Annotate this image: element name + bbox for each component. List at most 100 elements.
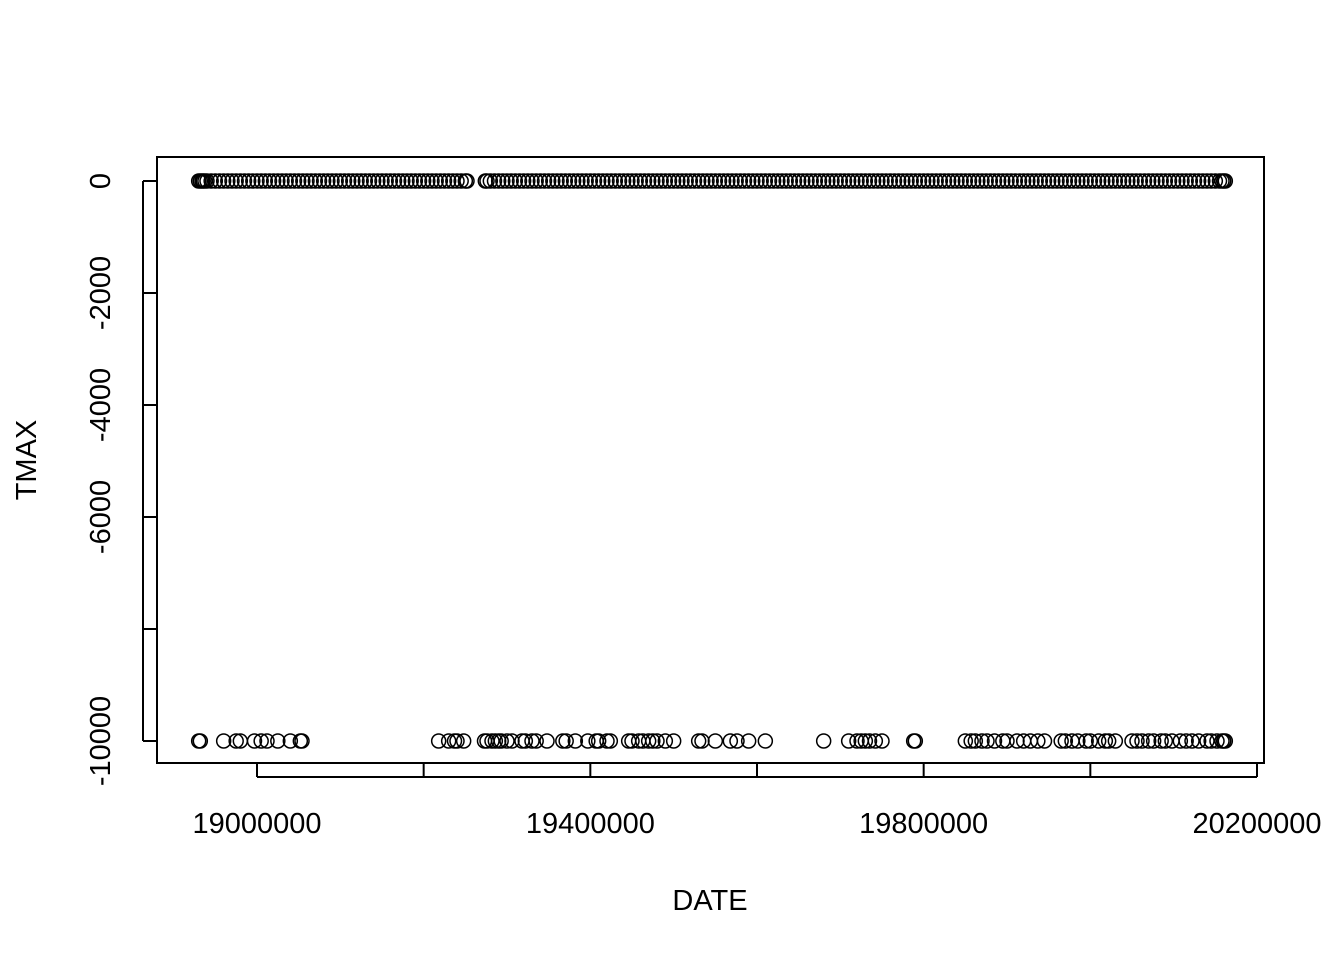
data-point	[479, 173, 495, 189]
data-point	[607, 173, 624, 189]
data-point	[807, 173, 824, 189]
data-point	[620, 173, 636, 189]
data-point	[815, 733, 832, 749]
data-point	[707, 733, 724, 749]
data-point	[1032, 173, 1049, 189]
data-point	[711, 173, 728, 189]
data-point	[963, 733, 979, 749]
data-point	[1195, 173, 1211, 189]
data-point	[1178, 173, 1194, 189]
data-point	[890, 173, 907, 189]
data-point	[1157, 733, 1174, 749]
data-point	[1132, 173, 1149, 189]
data-point	[728, 173, 744, 189]
data-point	[328, 173, 344, 189]
data-point	[703, 173, 719, 189]
data-point	[558, 733, 574, 749]
data-point	[1140, 173, 1157, 189]
data-point	[920, 173, 936, 189]
data-point	[979, 733, 995, 749]
data-point	[274, 173, 290, 189]
data-point	[753, 173, 769, 189]
data-point	[932, 173, 949, 189]
data-point	[899, 173, 915, 189]
data-point	[603, 173, 619, 189]
data-point	[1028, 173, 1044, 189]
data-point	[484, 733, 500, 749]
data-point	[628, 173, 644, 189]
data-point	[615, 173, 632, 189]
data-point	[940, 173, 957, 189]
data-point	[1082, 733, 1099, 749]
data-point	[690, 733, 707, 749]
data-point	[1190, 733, 1207, 749]
data-point	[1149, 173, 1165, 189]
data-point	[911, 173, 928, 189]
data-point	[432, 173, 449, 189]
data-point	[515, 173, 532, 189]
data-point	[590, 173, 607, 189]
data-point	[1024, 173, 1040, 189]
data-point	[311, 173, 328, 189]
data-point	[722, 733, 739, 749]
data-point	[636, 173, 653, 189]
y-tick-label: -10000	[85, 696, 117, 786]
data-point	[228, 733, 244, 749]
data-point	[539, 733, 555, 749]
data-point	[765, 173, 782, 189]
data-point	[903, 173, 919, 189]
data-point	[1217, 733, 1234, 749]
data-point	[649, 733, 665, 749]
data-point	[990, 173, 1007, 189]
data-point	[324, 173, 340, 189]
data-point	[1057, 173, 1074, 189]
data-point	[487, 733, 504, 749]
data-point	[999, 173, 1015, 189]
data-point	[970, 173, 986, 189]
data-point	[1045, 173, 1061, 189]
x-tick-label: 19800000	[859, 808, 988, 840]
data-point	[1140, 733, 1157, 749]
data-point	[1124, 173, 1140, 189]
data-point	[440, 173, 457, 189]
data-point	[449, 733, 465, 749]
data-point	[1099, 173, 1115, 189]
data-point	[382, 173, 399, 189]
data-point	[924, 173, 940, 189]
data-point	[1190, 173, 1207, 189]
data-point	[528, 173, 544, 189]
data-point	[645, 173, 661, 189]
data-point	[265, 173, 282, 189]
data-point	[567, 733, 584, 749]
x-tick-label: 19400000	[526, 808, 655, 840]
data-point	[736, 173, 753, 189]
data-point	[720, 173, 736, 189]
data-point	[270, 173, 286, 189]
data-point	[624, 173, 640, 189]
data-point	[540, 173, 557, 189]
data-point	[874, 173, 890, 189]
data-point	[799, 173, 815, 189]
data-point	[1078, 733, 1094, 749]
data-point	[590, 733, 607, 749]
data-points	[190, 173, 1234, 749]
data-point	[192, 733, 209, 749]
data-point	[1015, 173, 1032, 189]
data-point	[1153, 733, 1169, 749]
data-point	[1186, 173, 1203, 189]
data-point	[259, 733, 275, 749]
data-point	[715, 173, 732, 189]
data-point	[246, 733, 263, 749]
data-point	[986, 733, 1003, 749]
data-point	[459, 173, 475, 189]
data-point	[1129, 733, 1145, 749]
data-point	[1178, 733, 1194, 749]
data-point	[228, 173, 244, 189]
data-point	[1040, 173, 1057, 189]
data-point	[790, 173, 807, 189]
data-point	[778, 173, 794, 189]
data-point	[1103, 173, 1119, 189]
data-point	[957, 173, 974, 189]
data-point	[740, 173, 757, 189]
data-point	[574, 173, 590, 189]
